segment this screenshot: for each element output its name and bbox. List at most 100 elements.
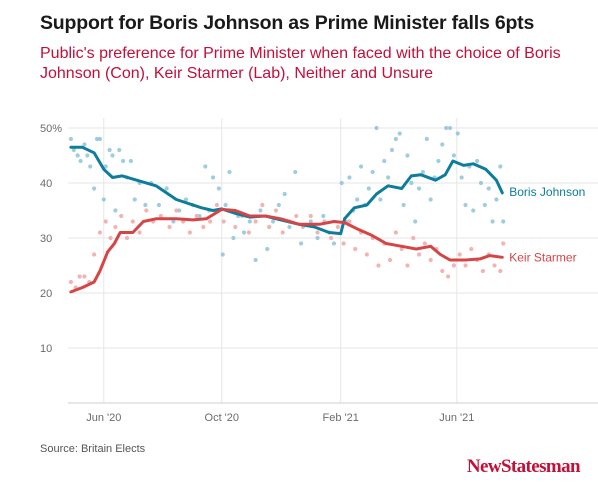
- starmer-poll-dot: [411, 235, 416, 241]
- starmer-poll-dot: [328, 235, 334, 241]
- johnson-poll-dot: [117, 147, 122, 153]
- trend-lines: Boris Johnson Keir Starmer: [69, 145, 585, 294]
- johnson-poll-dot: [424, 136, 429, 142]
- johnson-poll-dot: [223, 202, 228, 208]
- johnson-poll-dot: [386, 175, 391, 180]
- starmer-poll-dot: [253, 219, 258, 224]
- starmer-poll-dot: [416, 252, 422, 257]
- starmer-poll-dot: [97, 230, 103, 235]
- starmer-series-label: Keir Starmer: [509, 250, 576, 264]
- johnson-poll-dot: [82, 142, 87, 147]
- source-note: Source: Britain Elects: [40, 443, 146, 455]
- johnson-poll-dot: [428, 197, 433, 202]
- johnson-poll-dot: [482, 202, 487, 208]
- starmer-poll-dot: [353, 246, 358, 252]
- starmer-poll-dot: [130, 219, 135, 224]
- johnson-poll-dot: [197, 213, 202, 219]
- johnson-poll-dot: [389, 147, 395, 153]
- johnson-poll-dot: [78, 158, 83, 164]
- starmer-poll-dot: [335, 224, 340, 230]
- johnson-poll-dot: [113, 208, 118, 213]
- starmer-poll-dot: [315, 230, 320, 235]
- y-tick-label: 40: [40, 178, 52, 190]
- johnson-poll-dot: [347, 175, 352, 180]
- starmer-poll-dot: [451, 263, 456, 268]
- johnson-poll-dot: [501, 219, 506, 224]
- johnson-poll-dot: [293, 169, 298, 175]
- johnson-poll-dot: [436, 158, 441, 164]
- johnson-poll-dot: [253, 257, 258, 263]
- starmer-poll-dot: [221, 219, 226, 224]
- starmer-poll-dot: [194, 213, 199, 219]
- starmer-poll-dot: [480, 268, 486, 274]
- starmer-poll-dot: [498, 268, 503, 274]
- starmer-poll-dot: [158, 213, 163, 219]
- starmer-poll-dot: [445, 274, 451, 279]
- johnson-poll-dot: [498, 164, 503, 169]
- johnson-trend-line: [69, 145, 504, 236]
- starmer-poll-dot: [113, 224, 118, 230]
- johnson-poll-dot: [103, 164, 108, 169]
- johnson-poll-dot: [227, 169, 232, 175]
- johnson-poll-dot: [374, 125, 379, 131]
- johnson-poll-dot: [121, 158, 126, 164]
- starmer-poll-dot: [273, 208, 279, 213]
- johnson-poll-dot: [210, 175, 216, 180]
- johnson-poll-dot: [258, 208, 263, 213]
- johnson-poll-dot: [397, 131, 402, 136]
- x-tick-label: Jun '21: [439, 412, 474, 424]
- johnson-poll-dot: [231, 235, 236, 241]
- starmer-poll-dot: [124, 235, 130, 241]
- brand-logo: NewStatesman: [466, 456, 581, 477]
- johnson-poll-dot: [494, 197, 499, 202]
- johnson-poll-dot: [101, 197, 106, 202]
- starmer-poll-dot: [187, 230, 192, 235]
- starmer-poll-dot: [428, 257, 433, 263]
- starmer-poll-dot: [280, 230, 285, 235]
- johnson-poll-dot: [128, 158, 133, 164]
- x-tick-label: Oct '20: [205, 412, 240, 424]
- johnson-poll-dot: [143, 202, 148, 208]
- starmer-poll-dot: [440, 268, 445, 274]
- starmer-poll-dot: [463, 263, 468, 268]
- johnson-poll-dot: [440, 142, 445, 147]
- johnson-poll-dot: [378, 197, 383, 202]
- johnson-poll-dot: [298, 241, 304, 246]
- starmer-poll-dot: [341, 241, 346, 246]
- y-tick-label: 10: [40, 343, 52, 355]
- starmer-poll-dot: [201, 224, 206, 230]
- johnson-poll-dot: [321, 213, 326, 219]
- johnson-poll-dot: [451, 153, 456, 158]
- starmer-poll-dot: [376, 263, 381, 268]
- starmer-poll-dot: [387, 257, 393, 263]
- johnson-poll-dot: [68, 136, 74, 142]
- starmer-poll-dot: [422, 241, 427, 246]
- johnson-poll-dot: [177, 208, 182, 213]
- johnson-poll-dot: [413, 219, 418, 224]
- johnson-series-label: Boris Johnson: [509, 185, 585, 199]
- starmer-poll-dot: [119, 213, 124, 219]
- johnson-poll-dot: [486, 186, 491, 191]
- johnson-poll-dot: [447, 125, 453, 131]
- johnson-poll-dot: [94, 136, 100, 142]
- johnson-poll-dot: [164, 186, 169, 191]
- starmer-poll-dot: [68, 279, 74, 285]
- starmer-poll-dot: [492, 263, 497, 268]
- starmer-poll-dot: [92, 252, 97, 257]
- johnson-poll-dot: [416, 186, 422, 191]
- y-tick-label: 30: [40, 233, 52, 245]
- johnson-poll-dot: [405, 153, 410, 158]
- starmer-poll-dot: [246, 230, 251, 235]
- johnson-poll-dot: [88, 164, 93, 169]
- starmer-trend-line: [69, 207, 504, 294]
- johnson-poll-dot: [382, 158, 387, 164]
- johnson-poll-dot: [478, 180, 484, 186]
- johnson-poll-dot: [216, 186, 221, 191]
- starmer-poll-dot: [405, 263, 410, 268]
- johnson-poll-dot: [247, 219, 252, 224]
- x-tick-label: Feb '21: [323, 412, 359, 424]
- johnson-poll-dot: [490, 219, 495, 224]
- starmer-poll-dot: [174, 208, 179, 213]
- johnson-poll-dot: [156, 202, 162, 208]
- starmer-poll-dot: [103, 219, 108, 224]
